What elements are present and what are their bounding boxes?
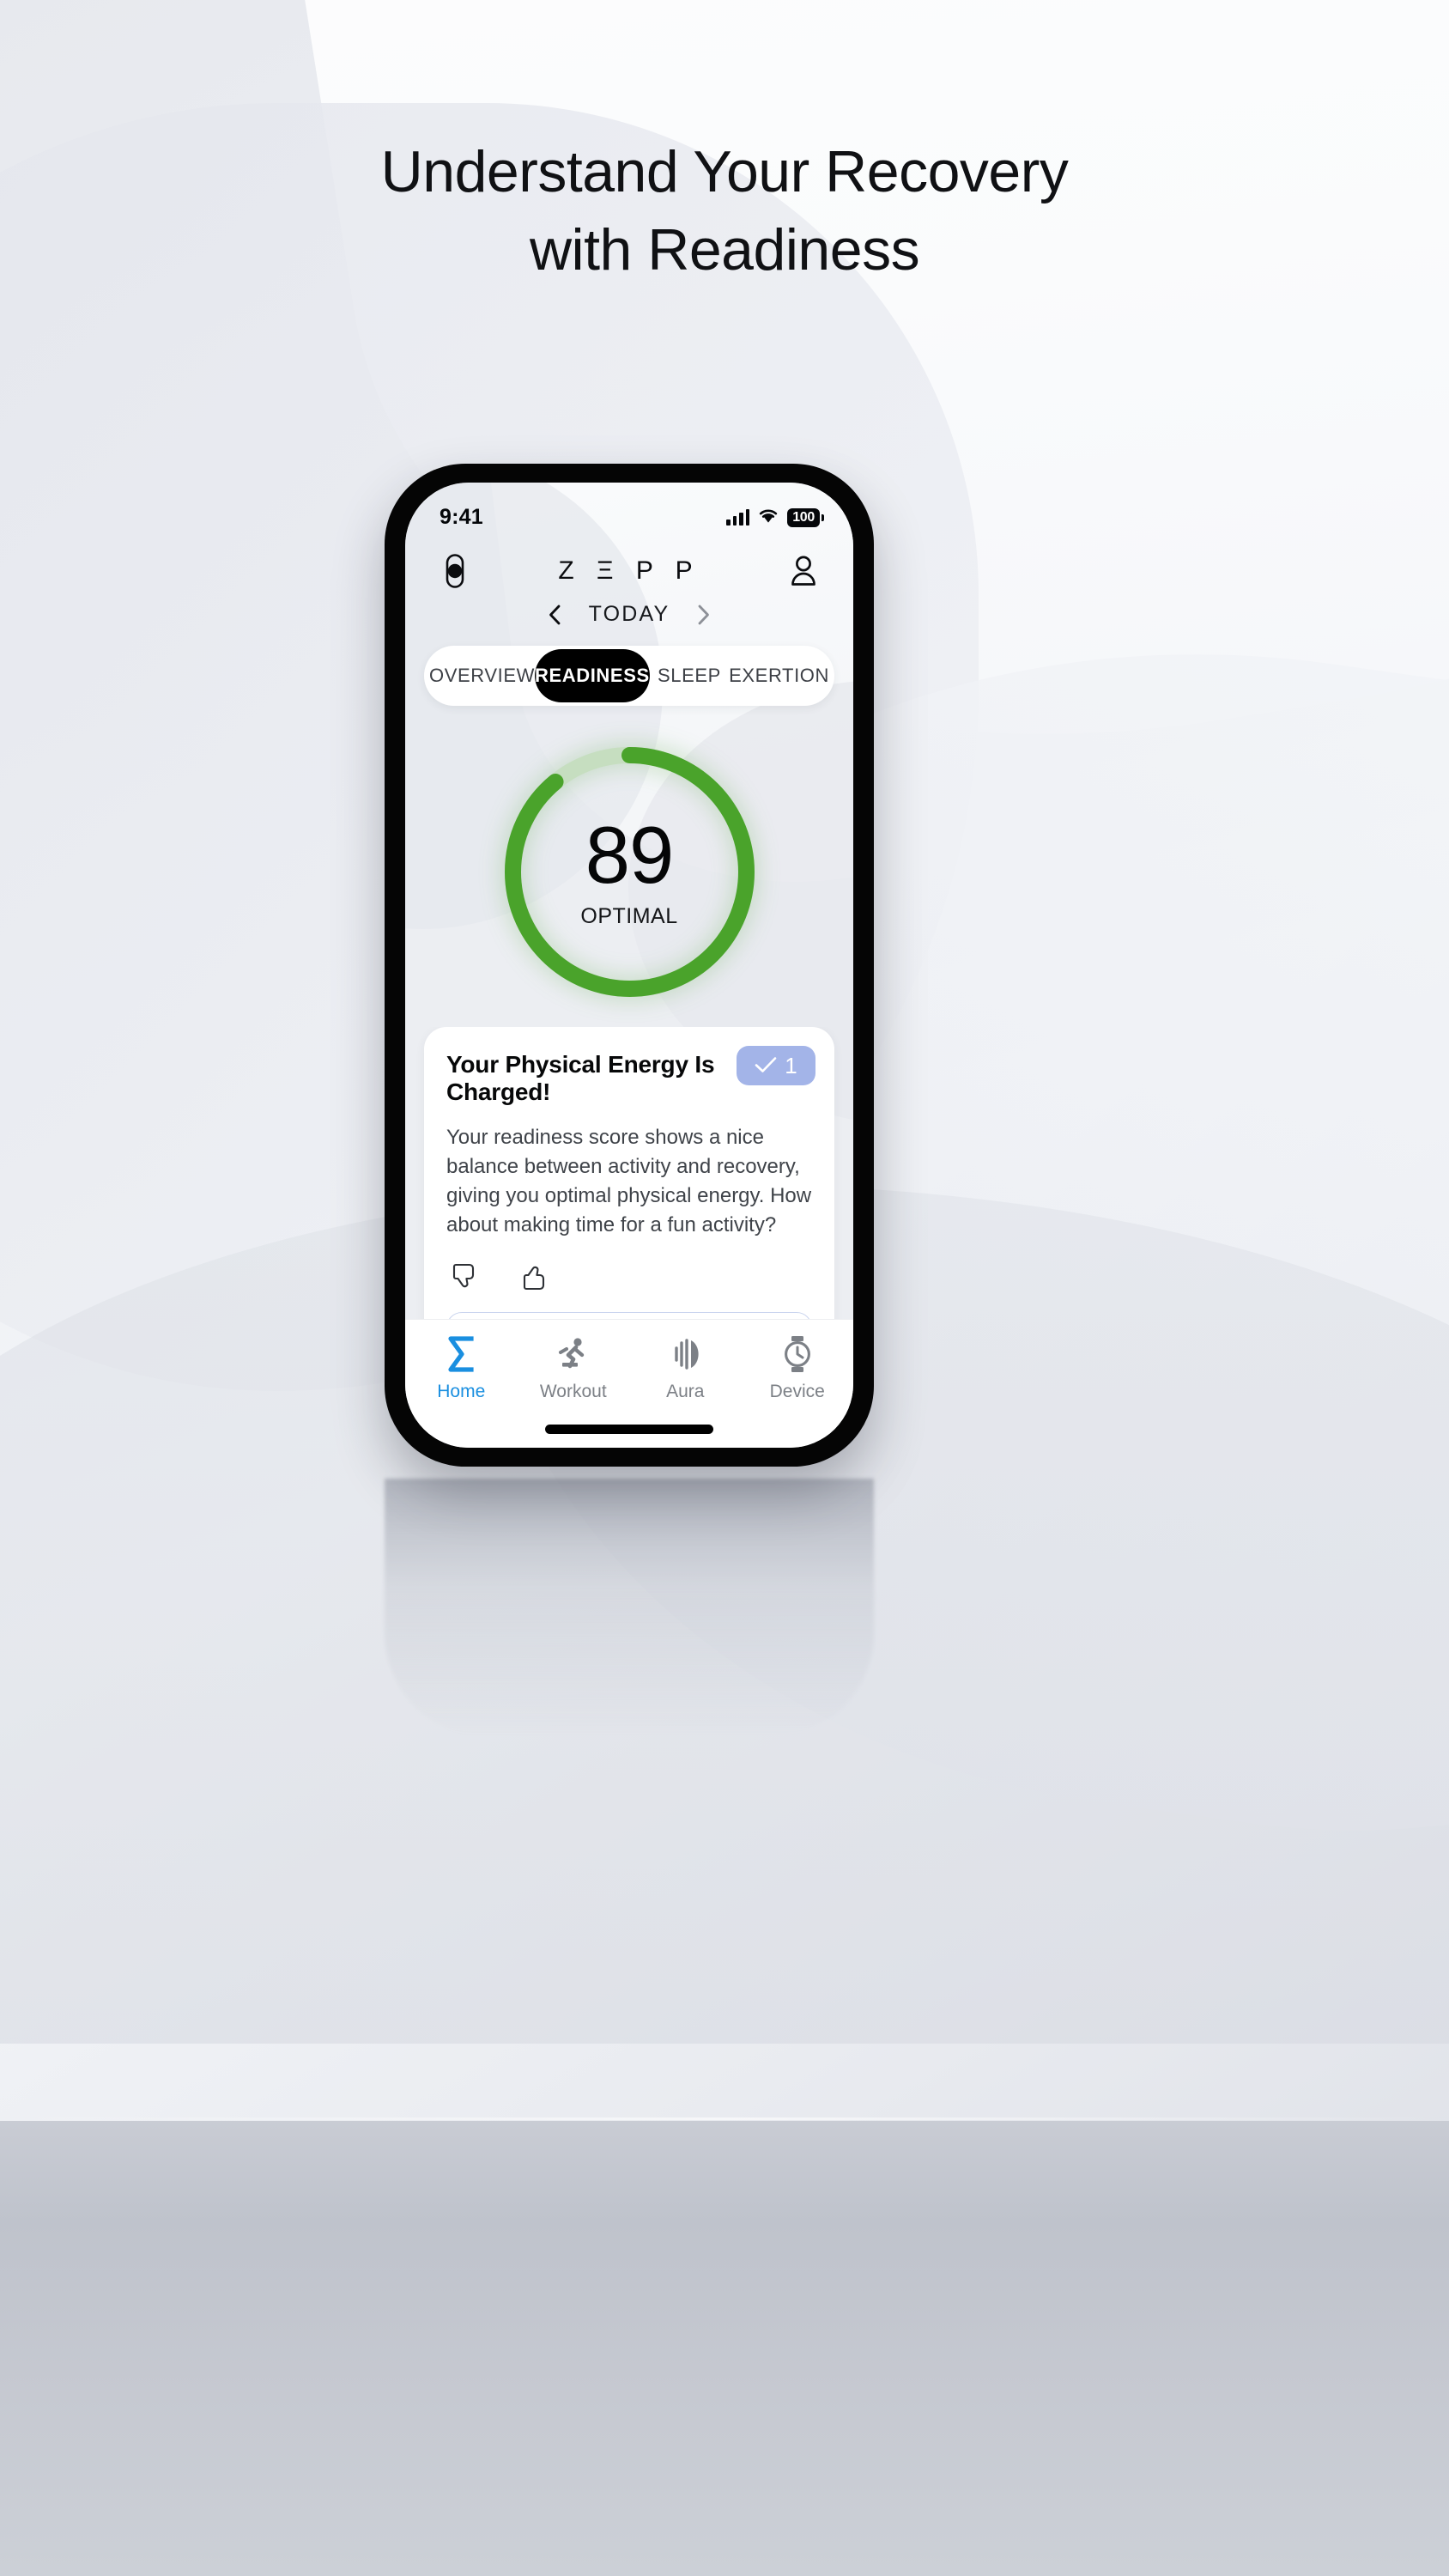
headline-line-2: with Readiness [529,217,920,283]
status-time: 9:41 [440,505,483,529]
insight-body: Your readiness score shows a nice balanc… [446,1126,812,1237]
nav-item-aura[interactable]: Aura [629,1335,742,1402]
nav-label-workout: Workout [539,1382,607,1401]
ask-question-button[interactable]: How can I improve my sleep HRV ? [446,1312,812,1319]
tab-sleep[interactable]: SLEEP [657,665,721,686]
phone-mockup: 9:41 100 [127,464,1088,2439]
readiness-score-value: 89 [585,809,675,900]
profile-icon[interactable] [785,552,822,590]
phone-screen: 9:41 100 [405,483,853,1448]
nav-item-device[interactable]: Device [742,1335,854,1402]
section-tabs: OVERVIEW READINESS SLEEP EXERTION [424,646,834,706]
thumbs-up-icon[interactable] [522,1262,551,1291]
bg-floor [0,2121,1449,2576]
chevron-left-icon[interactable] [544,604,567,626]
headline-line-1: Understand Your Recovery [380,139,1069,204]
tab-readiness[interactable]: READINESS [534,649,650,702]
chevron-right-icon[interactable] [692,604,714,626]
app-brand: Z Ξ P P [558,556,700,585]
nav-label-aura: Aura [666,1382,705,1401]
battery-level: 100 [787,507,820,527]
check-icon [755,1053,777,1079]
phone-frame: 9:41 100 [385,464,874,1467]
nav-label-device: Device [769,1382,825,1401]
nav-label-home: Home [437,1382,486,1401]
battery-icon: 100 [787,507,824,527]
page-headline: Understand Your Recovery with Readiness [0,139,1449,283]
bg-floor-highlight [0,2117,1449,2120]
card-list: 1 Your Physical Energy Is Charged! Your … [405,1027,853,1319]
watch-clock-icon [781,1335,814,1373]
readiness-score-gauge: 89 OPTIMAL [405,730,853,1013]
badge-count: 1 [785,1052,797,1078]
sigma-icon [445,1335,477,1373]
thumbs-down-icon[interactable] [452,1262,481,1291]
feedback-controls [446,1262,812,1291]
runner-icon [555,1335,591,1373]
wifi-icon [757,505,779,530]
phone-reflection [385,1479,874,1736]
status-bar: 9:41 100 [405,483,853,530]
tab-overview[interactable]: OVERVIEW [429,665,535,686]
status-badge[interactable]: 1 [737,1046,815,1085]
nav-item-workout[interactable]: Workout [518,1335,630,1402]
insight-card: 1 Your Physical Energy Is Charged! Your … [424,1027,834,1319]
day-navigator: TODAY [405,602,853,627]
readiness-score-state: OPTIMAL [580,903,678,928]
cellular-bars-icon [726,509,750,526]
nav-item-home[interactable]: Home [405,1335,518,1402]
home-indicator[interactable] [545,1425,713,1434]
aura-waves-icon [668,1335,702,1373]
app-header: Z Ξ P P [405,530,853,590]
tab-exertion[interactable]: EXERTION [729,665,829,686]
watch-icon[interactable] [436,552,474,590]
day-label: TODAY [588,602,670,626]
